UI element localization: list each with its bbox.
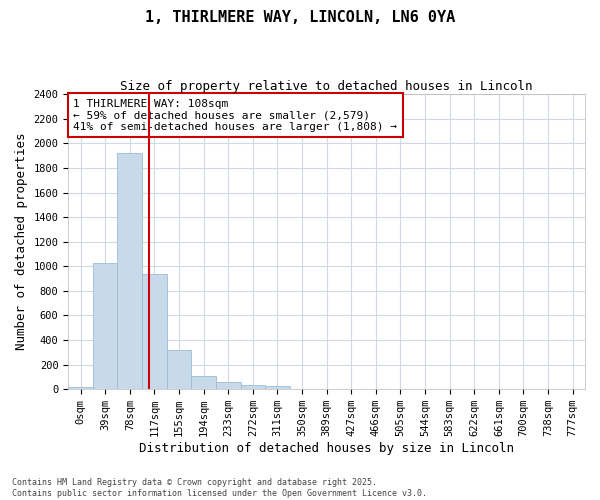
Bar xyxy=(191,376,216,389)
Bar xyxy=(265,386,290,389)
Title: Size of property relative to detached houses in Lincoln: Size of property relative to detached ho… xyxy=(121,80,533,93)
Text: Contains HM Land Registry data © Crown copyright and database right 2025.
Contai: Contains HM Land Registry data © Crown c… xyxy=(12,478,427,498)
Text: 1, THIRLMERE WAY, LINCOLN, LN6 0YA: 1, THIRLMERE WAY, LINCOLN, LN6 0YA xyxy=(145,10,455,25)
Bar xyxy=(290,388,314,389)
Bar xyxy=(93,262,118,389)
Bar xyxy=(142,274,167,389)
Bar xyxy=(118,153,142,389)
Bar xyxy=(167,350,191,389)
X-axis label: Distribution of detached houses by size in Lincoln: Distribution of detached houses by size … xyxy=(139,442,514,455)
Text: 1 THIRLMERE WAY: 108sqm
← 59% of detached houses are smaller (2,579)
41% of semi: 1 THIRLMERE WAY: 108sqm ← 59% of detache… xyxy=(73,98,397,132)
Bar xyxy=(68,387,93,389)
Y-axis label: Number of detached properties: Number of detached properties xyxy=(15,133,28,350)
Bar xyxy=(241,385,265,389)
Bar xyxy=(216,382,241,389)
